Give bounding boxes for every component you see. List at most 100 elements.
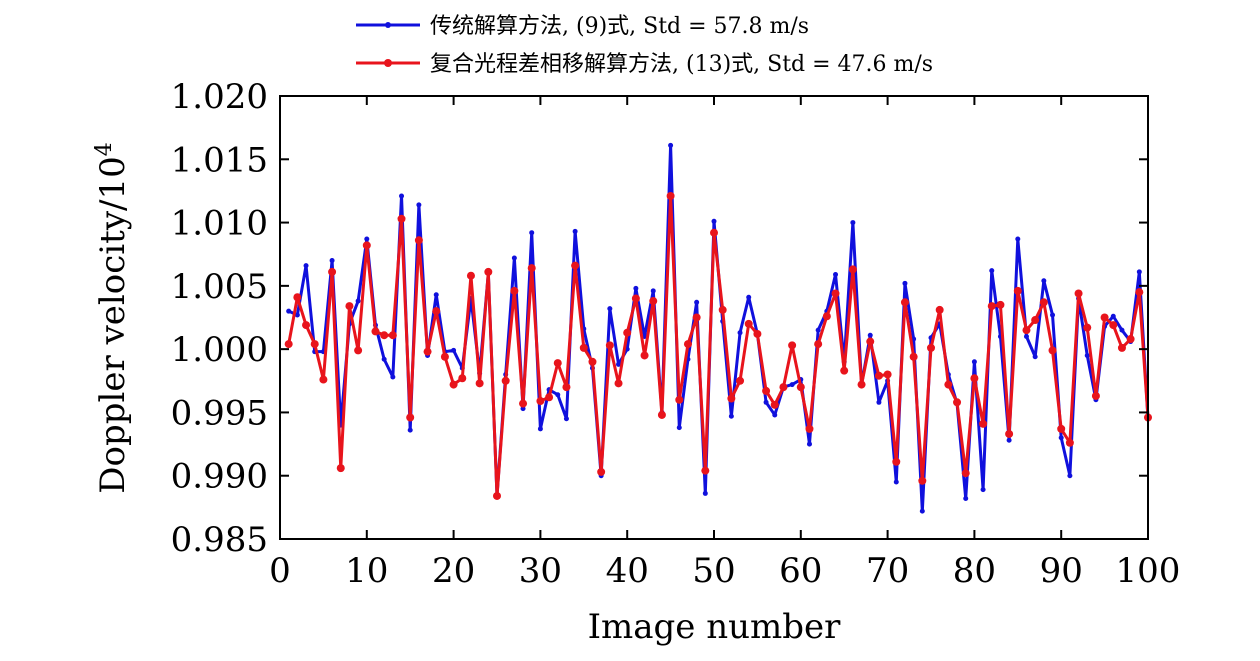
series-2-point xyxy=(1013,286,1022,295)
series-2-point xyxy=(362,241,371,250)
series-1-point xyxy=(815,327,821,333)
series-1-point xyxy=(1110,313,1116,319)
series-2-point xyxy=(753,329,762,338)
series-2-point xyxy=(840,366,849,375)
series-1-point xyxy=(728,413,734,419)
series-2-line xyxy=(287,194,1150,498)
series-2-point xyxy=(1100,313,1109,322)
series-1-line xyxy=(288,143,1150,513)
series-2-point xyxy=(805,424,814,433)
series-1-point xyxy=(381,356,387,362)
series-2-point xyxy=(927,343,935,352)
x-tick-label: 50 xyxy=(692,551,735,591)
series-2-point xyxy=(406,413,415,422)
series-1-point xyxy=(694,299,700,305)
series-2-point xyxy=(727,394,736,403)
series-2-point xyxy=(571,261,580,270)
series-2-point xyxy=(710,228,718,237)
series-2-point xyxy=(553,359,562,368)
series-2-point xyxy=(484,267,493,276)
series-2-point xyxy=(501,376,510,385)
series-1-point xyxy=(989,268,995,274)
y-tick-label: 1.000 xyxy=(171,330,268,370)
series-2-point xyxy=(762,386,771,395)
series-2-point xyxy=(649,297,658,306)
series-2-point xyxy=(380,331,389,340)
series-1-point xyxy=(1067,473,1073,479)
series-1-point xyxy=(1041,278,1047,284)
y-tick-label: 1.015 xyxy=(171,140,268,180)
x-tick-label: 10 xyxy=(345,551,388,591)
series-1-point xyxy=(1023,333,1029,339)
series-1-point xyxy=(971,359,977,365)
y-tick-label: 0.985 xyxy=(171,520,268,560)
series-1-point xyxy=(303,263,309,269)
series-2-point xyxy=(536,397,545,406)
series-2-point xyxy=(449,380,458,389)
series-2-point xyxy=(944,380,953,389)
series-2-point xyxy=(284,340,293,349)
series-2-point xyxy=(900,298,909,307)
series-1-point xyxy=(1119,327,1125,333)
series-2-point xyxy=(1091,391,1100,400)
series-1-point xyxy=(763,399,769,405)
series-1-point xyxy=(286,308,292,314)
series-2-point xyxy=(874,371,883,380)
series-2-point xyxy=(423,347,432,356)
series-1-point xyxy=(511,255,517,261)
series-1-point xyxy=(407,427,413,433)
series-1-point xyxy=(433,292,439,298)
series-1-point xyxy=(668,142,674,148)
series-1-point xyxy=(390,374,396,380)
series-2-point xyxy=(631,294,640,303)
series-2-point xyxy=(432,307,441,316)
y-axis-title: Doppler velocity/104 xyxy=(92,142,133,494)
series-1-point xyxy=(607,306,613,312)
series-2-point xyxy=(848,265,857,274)
plot-area xyxy=(284,142,1152,514)
series-2-point xyxy=(744,319,753,328)
series-2-point xyxy=(527,264,536,273)
series-1-point xyxy=(364,236,370,242)
series-1-point xyxy=(529,230,535,236)
y-axis-title-exponent: 4 xyxy=(92,142,117,156)
series-2-point xyxy=(336,464,345,473)
series-1-point xyxy=(329,258,335,264)
x-tick-label: 90 xyxy=(1040,551,1083,591)
series-1-point xyxy=(772,412,778,418)
series-1-point xyxy=(537,426,543,432)
y-tick-label: 1.005 xyxy=(171,267,268,307)
series-2-point xyxy=(1074,289,1083,298)
series-2-point xyxy=(302,321,311,330)
series-2-point xyxy=(397,214,406,223)
series-2-point xyxy=(640,351,649,360)
legend-marker-series-2 xyxy=(384,59,392,67)
series-1-point xyxy=(294,312,300,318)
series-2 xyxy=(284,191,1152,500)
series-2-point xyxy=(545,393,554,402)
legend: 传统解算方法, (9)式, Std = 57.8 m/s 复合光程差相移解算方法… xyxy=(356,14,933,77)
series-2-point xyxy=(345,302,354,311)
axis-ticks: 0 10 20 30 40 50 60 70 80 90 100 0.985 0.990 0.995 1.0… xyxy=(171,77,1181,591)
series-2-point xyxy=(666,191,675,200)
series-2-point xyxy=(970,374,979,383)
series-2-point xyxy=(788,341,797,350)
series-1-point xyxy=(980,487,986,493)
series-2-point xyxy=(979,419,988,428)
series-2-point xyxy=(458,374,467,383)
series-1-point xyxy=(1058,435,1064,441)
series-1-point xyxy=(451,347,457,353)
series-2-point xyxy=(293,293,302,302)
series-1-point xyxy=(806,441,812,447)
series-2-point xyxy=(770,400,779,409)
series-2-point xyxy=(701,466,710,475)
y-axis-title-text: Doppler velocity/10 xyxy=(93,156,133,494)
series-2-point xyxy=(1022,326,1031,335)
series-2-point xyxy=(953,398,962,407)
series-1-point xyxy=(893,479,899,485)
legend-label-series-2: 复合光程差相移解算方法, (13)式, Std = 47.6 m/s xyxy=(430,52,933,77)
series-2-point xyxy=(371,327,380,336)
legend-marker-series-1 xyxy=(385,22,391,28)
series-2-point xyxy=(883,370,892,379)
